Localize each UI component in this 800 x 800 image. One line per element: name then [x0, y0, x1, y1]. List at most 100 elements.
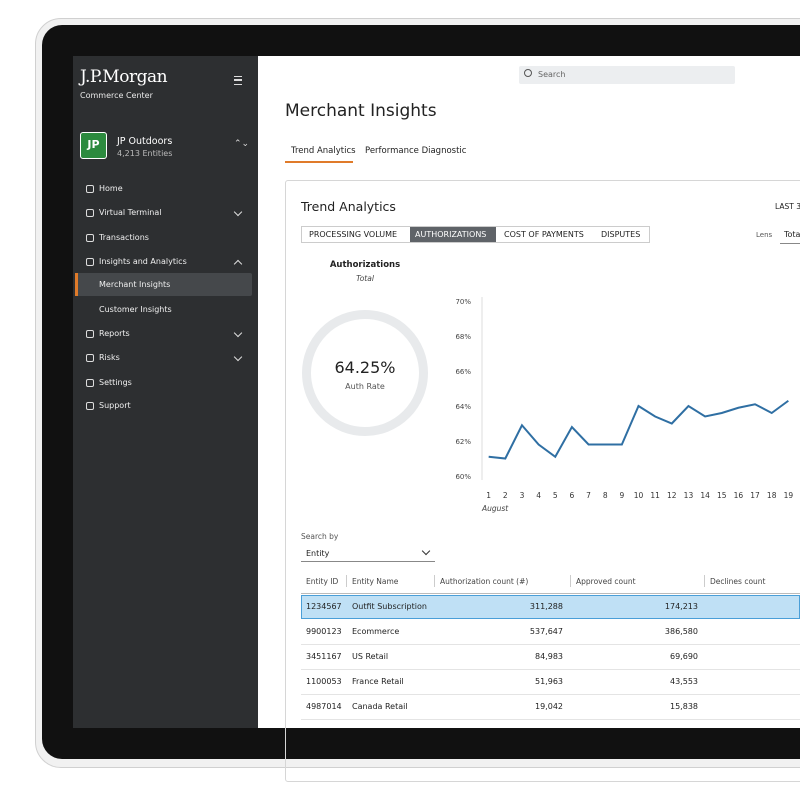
header-rule [301, 593, 800, 594]
lens-label: Lens [756, 231, 773, 239]
y-tick-label: 68% [455, 333, 471, 341]
x-tick-label: 13 [684, 491, 694, 500]
x-tick-label: 10 [634, 491, 644, 500]
table-cell: 84,983 [535, 652, 563, 661]
table-header: Entity ID [306, 577, 339, 586]
row-rule [301, 644, 800, 645]
row-rule [301, 694, 800, 695]
table-header: Authorization count (#) [440, 577, 529, 586]
account-name: JP Outdoors [117, 136, 173, 147]
tab[interactable]: Trend Analytics [291, 146, 356, 156]
kpi-label: Auth Rate [345, 382, 385, 391]
x-tick-label: 12 [667, 491, 677, 500]
column-divider [570, 575, 571, 587]
nav-item[interactable]: Merchant Insights [99, 280, 171, 289]
column-divider [346, 575, 347, 587]
lens-select[interactable]: Tota [780, 226, 800, 244]
search-box[interactable] [519, 66, 735, 84]
y-tick-label: 66% [455, 368, 471, 376]
search-placeholder: Search [538, 70, 566, 79]
nav-item[interactable]: Virtual Terminal [99, 208, 162, 217]
row-selected [301, 595, 800, 619]
account-switch[interactable]: ⌃⌄ [234, 139, 250, 149]
metric-toggle [301, 226, 650, 243]
table-cell: France Retail [352, 677, 404, 686]
card-title: Trend Analytics [301, 199, 396, 214]
account-entities: 4,213 Entities [117, 149, 173, 158]
x-axis-label: August [481, 504, 509, 513]
x-tick-label: 16 [734, 491, 744, 500]
x-tick-label: 9 [619, 491, 624, 500]
x-tick-label: 7 [586, 491, 591, 500]
filter-select[interactable]: Entity [301, 545, 435, 562]
table-cell: 3451167 [306, 652, 342, 661]
table-cell: 15,838 [670, 702, 698, 711]
table-cell: 43,553 [670, 677, 698, 686]
metric-option[interactable]: DISPUTES [601, 230, 641, 239]
table-cell: 51,963 [535, 677, 563, 686]
nav-icon [86, 330, 94, 338]
row-rule [301, 669, 800, 670]
metric-option[interactable]: AUTHORIZATIONS [415, 230, 487, 239]
table-cell: 1100053 [306, 677, 342, 686]
nav-icon [86, 354, 94, 362]
menu-button[interactable] [234, 76, 242, 85]
table-cell: Canada Retail [352, 702, 408, 711]
kpi-value: 64.25% [334, 358, 396, 377]
metric-option[interactable]: PROCESSING VOLUME [309, 230, 398, 239]
nav-selected-marker [75, 273, 78, 296]
card [285, 180, 800, 782]
y-tick-label: 70% [455, 298, 471, 306]
table-cell: 69,690 [670, 652, 698, 661]
table-cell: US Retail [352, 652, 389, 661]
y-tick-label: 62% [455, 438, 471, 446]
x-tick-label: 3 [520, 491, 525, 500]
x-tick-label: 18 [767, 491, 777, 500]
nav-item[interactable]: Customer Insights [99, 305, 172, 314]
period-select[interactable]: LAST 3 [775, 202, 800, 211]
table-cell: Outfit Subscription [352, 602, 427, 611]
filter-label: Search by [301, 532, 339, 541]
x-tick-label: 2 [503, 491, 508, 500]
nav-item[interactable]: Insights and Analytics [99, 257, 187, 266]
column-divider [704, 575, 705, 587]
nav-item[interactable]: Home [99, 184, 123, 193]
x-tick-label: 4 [536, 491, 541, 500]
x-tick-label: 14 [700, 491, 710, 500]
metric-option[interactable]: COST OF PAYMENTS [504, 230, 584, 239]
nav-icon [86, 185, 94, 193]
table-cell: 1234567 [306, 602, 342, 611]
nav-icon [86, 379, 94, 387]
column-divider [434, 575, 435, 587]
metric-selected-bg [410, 227, 496, 242]
tab[interactable]: Performance Diagnostic [365, 146, 467, 156]
nav-item[interactable]: Risks [99, 353, 120, 362]
table-cell: 9900123 [306, 627, 342, 636]
tab-underline [285, 161, 353, 163]
nav-icon [86, 209, 94, 217]
kpi-ring [302, 310, 428, 436]
x-tick-label: 19 [784, 491, 794, 500]
x-tick-label: 1 [486, 491, 491, 500]
kpi-subtitle: Total [356, 274, 374, 283]
nav-item[interactable]: Support [99, 401, 131, 410]
y-tick-label: 64% [455, 403, 471, 411]
table-cell: 4987014 [306, 702, 342, 711]
brand: J.P.Morgan [80, 67, 168, 87]
nav-icon [86, 402, 94, 410]
nav-item[interactable]: Reports [99, 329, 130, 338]
nav-icon [86, 258, 94, 266]
x-tick-label: 15 [717, 491, 727, 500]
kpi-title: Authorizations [329, 260, 401, 270]
nav-item[interactable]: Settings [99, 378, 132, 387]
nav-selected-bg [75, 273, 252, 296]
table-cell: 537,647 [529, 627, 563, 636]
nav-icon [86, 234, 94, 242]
nav-item[interactable]: Transactions [99, 233, 149, 242]
table-cell: Ecommerce [352, 627, 400, 636]
x-tick-label: 8 [603, 491, 608, 500]
x-tick-label: 17 [750, 491, 760, 500]
product: Commerce Center [80, 91, 153, 100]
